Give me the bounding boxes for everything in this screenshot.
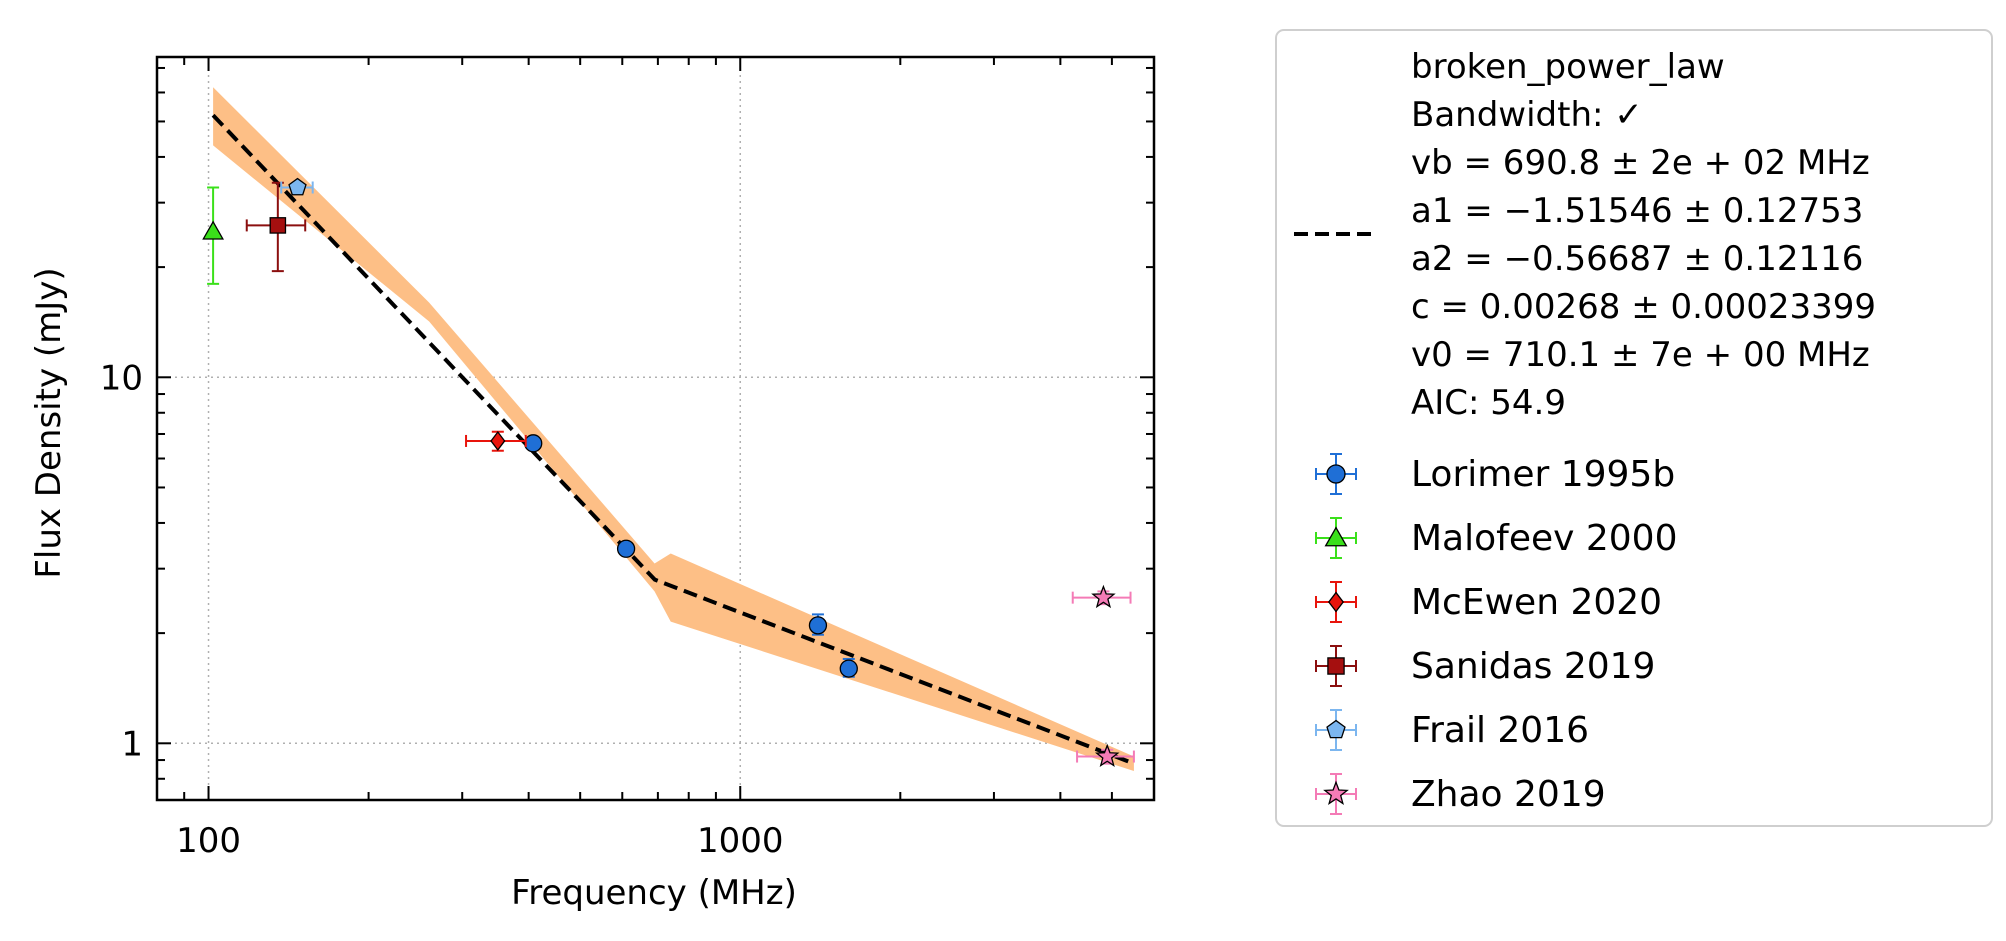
x-tick-label: 1000 [697, 821, 784, 861]
x-axis-label: Frequency (MHz) [511, 873, 797, 913]
fit-line [211, 113, 1135, 766]
fit-curve [211, 113, 1135, 766]
y-tick-label: 1 [121, 724, 143, 764]
fit-legend-line: broken_power_law [1411, 47, 1725, 87]
data-point-frail-2016 [288, 177, 307, 196]
legend-label-mcewen-2020: McEwen 2020 [1411, 582, 1662, 623]
legend-marker-malofeev-2000 [1324, 526, 1348, 547]
data-point-lorimer-1995b [524, 434, 543, 453]
data-point-lorimer-1995b [839, 659, 858, 678]
plot-axes [155, 55, 1156, 802]
data-point-zhao-2019 [1091, 584, 1116, 609]
fit-legend-line: vb = 690.8 ± 2e + 02 MHz [1411, 143, 1870, 183]
legend-label-zhao-2019: Zhao 2019 [1411, 774, 1606, 815]
data-point-malofeev-2000 [202, 220, 224, 240]
data-point-zhao-2019 [1094, 743, 1120, 767]
y-axis-label: Flux Density (mJy) [29, 267, 69, 578]
legend-box [1275, 29, 1993, 827]
fit-legend-line: v0 = 710.1 ± 7e + 00 MHz [1411, 335, 1870, 375]
fit-legend-line: Bandwidth: ✓ [1411, 95, 1643, 135]
grid-lines [157, 57, 1154, 800]
data-point-lorimer-1995b [616, 539, 636, 558]
fit-legend-line: AIC: 54.9 [1411, 383, 1566, 423]
legend-marker-lorimer-1995b [1326, 464, 1346, 484]
tick-labels: 100 1000 1 10 [100, 358, 784, 861]
data-points [202, 177, 1135, 767]
plot-frame [155, 55, 1156, 802]
legend: broken_power_law Bandwidth: ✓ vb = 690.8 ±… [1275, 29, 1993, 827]
legend-marker-frail-2016 [1326, 719, 1346, 739]
data-point-lorimer-1995b [808, 616, 828, 635]
legend-label-frail-2016: Frail 2016 [1411, 710, 1589, 751]
legend-label-malofeev-2000: Malofeev 2000 [1411, 518, 1677, 559]
tick-marks [156, 57, 1155, 801]
y-tick-label: 10 [100, 358, 143, 398]
legend-marker-zhao-2019 [1323, 780, 1349, 805]
x-tick-label: 100 [176, 821, 241, 861]
fit-legend-line: a2 = −0.56687 ± 0.12116 [1411, 239, 1863, 279]
fit-legend-line: c = 0.00268 ± 0.00023399 [1411, 287, 1876, 327]
data-point-sanidas-2019 [269, 217, 287, 234]
data-point-mcewen-2020 [490, 430, 506, 451]
legend-label-sanidas-2019: Sanidas 2019 [1411, 646, 1655, 687]
fit-legend-line: a1 = −1.51546 ± 0.12753 [1411, 191, 1863, 231]
legend-marker-sanidas-2019 [1327, 657, 1345, 675]
legend-marker-mcewen-2020 [1327, 591, 1345, 613]
legend-label-lorimer-1995b: Lorimer 1995b [1411, 454, 1675, 495]
